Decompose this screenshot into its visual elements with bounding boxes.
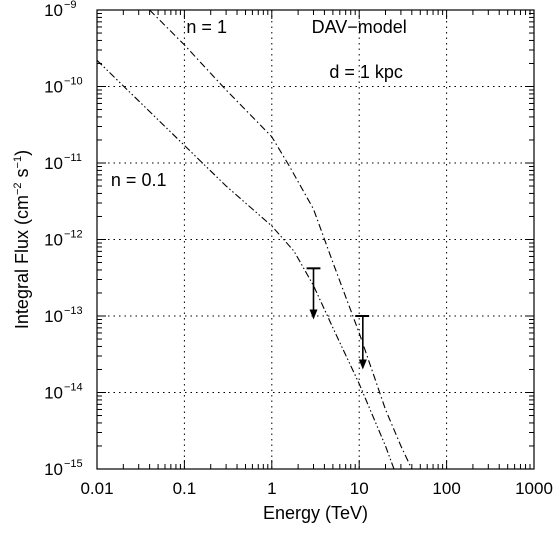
annotation-label: DAV−model — [312, 17, 407, 37]
annotations: n = 1 DAV−model d = 1 kpc n = 0.1 — [111, 17, 407, 190]
y-tick-exponent: −11 — [64, 152, 82, 164]
y-tick-exponent: −14 — [64, 382, 83, 394]
y-tick-exponent: −13 — [64, 305, 83, 317]
upper-limits — [306, 267, 370, 370]
y-tick-exponent: −15 — [64, 458, 83, 470]
y-tick-exponent: −12 — [64, 229, 83, 241]
y-tick-label: 10 — [44, 460, 63, 479]
y-tick-base: 10 — [44, 460, 63, 479]
series-line-n01 — [96, 59, 395, 470]
plot-frame — [96, 9, 535, 470]
y-tick-base: 10 — [44, 78, 63, 97]
annotation-label: d = 1 kpc — [329, 62, 403, 82]
x-tick-label: 10 — [350, 479, 369, 498]
x-tick-label: 100 — [432, 479, 460, 498]
y-tick-base: 10 — [44, 231, 63, 250]
y-axis-title: Integral Flux (cm−2 s−1) — [12, 150, 32, 329]
x-tick-label: 0.1 — [173, 479, 197, 498]
series-line-n1 — [149, 9, 413, 470]
series-layer — [96, 9, 413, 470]
y-tick-label: 10 — [44, 384, 63, 403]
upper-limit-arrowhead — [309, 309, 318, 320]
y-axis-title-end: ) — [12, 150, 32, 156]
x-tick-label: 1 — [267, 479, 276, 498]
axis-ticks — [96, 9, 535, 470]
x-tick-label: 1000 — [515, 479, 553, 498]
y-tick-label: 10 — [44, 78, 63, 97]
y-axis-title-sup1: −2 — [12, 182, 24, 195]
y-tick-label: 10 — [44, 154, 63, 173]
y-axis-title-mid: s — [12, 168, 32, 182]
y-tick-label: 10 — [44, 231, 63, 250]
grid — [97, 10, 534, 469]
annotation-label: n = 0.1 — [111, 170, 167, 190]
y-tick-base: 10 — [44, 154, 63, 173]
x-axis-title: Energy (TeV) — [263, 503, 368, 523]
x-tick-label: 0.01 — [80, 479, 113, 498]
y-tick-exponent: −10 — [64, 76, 83, 88]
y-tick-base: 10 — [44, 1, 63, 20]
y-axis-title-base: Integral Flux (cm — [12, 195, 32, 329]
y-tick-label: 10 — [44, 1, 63, 20]
y-axis-title-sup2: −1 — [12, 156, 24, 169]
y-tick-base: 10 — [44, 384, 63, 403]
upper-limit-arrowhead — [358, 359, 367, 370]
x-tick-labels: 0.01 0.1 1 10 100 1000 — [80, 479, 552, 498]
y-tick-label: 10 — [44, 307, 63, 326]
y-tick-base: 10 — [44, 307, 63, 326]
y-tick-exponent: −9 — [64, 0, 77, 11]
upper-limit-marker — [306, 267, 321, 320]
upper-limit-marker — [355, 315, 370, 370]
annotation-label: n = 1 — [186, 17, 227, 37]
